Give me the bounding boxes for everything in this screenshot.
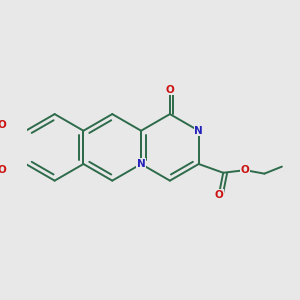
Text: O: O	[0, 120, 7, 130]
Text: N: N	[194, 126, 203, 136]
Text: O: O	[166, 85, 174, 94]
Text: N: N	[137, 159, 146, 169]
Text: O: O	[241, 165, 250, 175]
Text: O: O	[0, 165, 7, 175]
Text: O: O	[214, 190, 223, 200]
